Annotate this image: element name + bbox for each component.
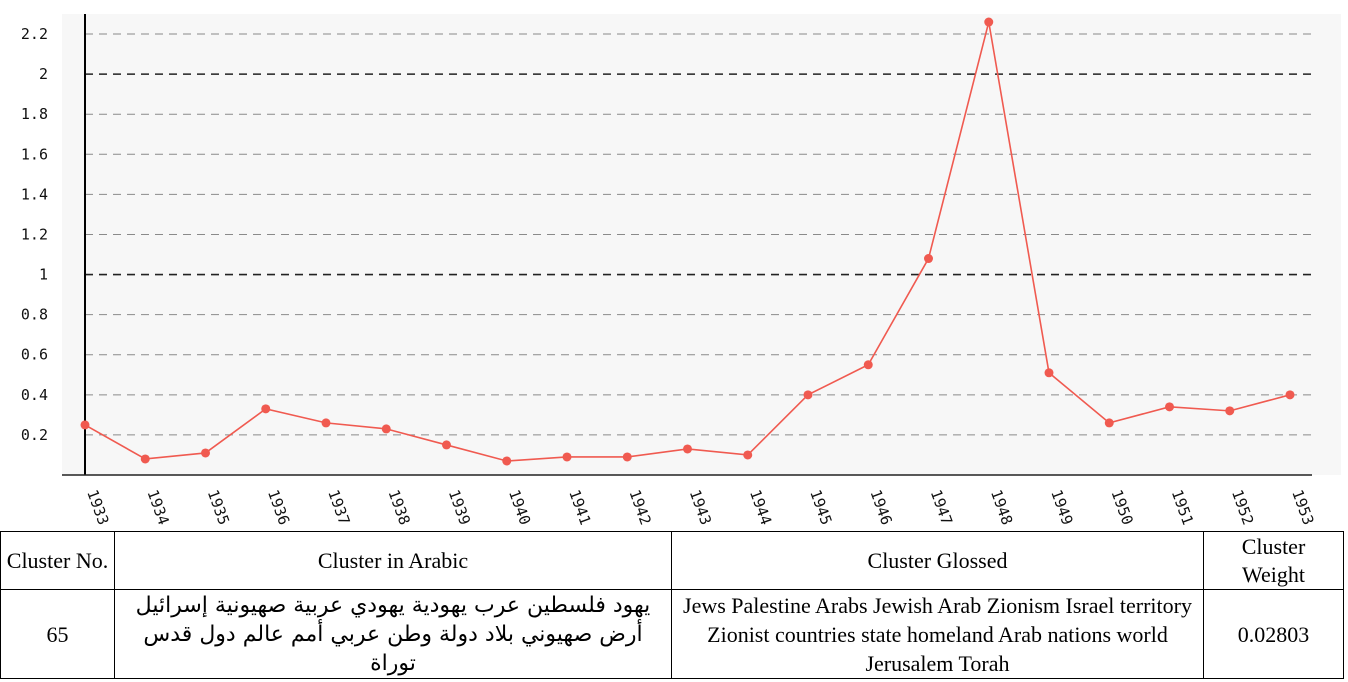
table-header-row: Cluster No. Cluster in Arabic Cluster Gl… — [0, 531, 1344, 590]
cell-cluster-glossed: Jews Palestine Arabs Jewish Arab Zionism… — [671, 589, 1204, 679]
line-chart: 0.2 0.4 0.6 0.8 1 1.2 1.4 1.6 1.8 2 2.2 1933 1934 19… — [20, 14, 1341, 528]
data-point — [1225, 406, 1235, 416]
y-tick-label: 2.2 — [21, 25, 48, 43]
y-tick-label: 2 — [39, 65, 48, 83]
data-point — [80, 420, 90, 430]
data-point — [1285, 390, 1295, 400]
y-tick-label: 0.6 — [21, 346, 48, 364]
data-point — [924, 254, 933, 264]
data-point — [743, 450, 753, 460]
data-point — [1104, 418, 1114, 428]
data-point — [984, 17, 994, 27]
y-tick-label: 0.4 — [21, 386, 48, 404]
data-point — [863, 360, 873, 370]
data-point — [140, 454, 150, 464]
data-point — [683, 444, 692, 454]
y-tick-label: 0.8 — [21, 306, 48, 324]
y-tick-label: 1.8 — [21, 105, 48, 123]
cluster-table: Cluster No. Cluster in Arabic Cluster Gl… — [0, 531, 1344, 679]
y-axis: 0.2 0.4 0.6 0.8 1 1.2 1.4 1.6 1.8 2 2.2 — [21, 14, 1312, 476]
plot-area — [62, 14, 1341, 475]
header-cluster-weight: Cluster Weight — [1203, 531, 1344, 590]
data-point — [201, 448, 210, 458]
data-point — [321, 418, 331, 428]
cell-cluster-weight: 0.02803 — [1203, 589, 1344, 679]
data-point — [562, 452, 572, 462]
data-point — [1044, 368, 1054, 378]
data-point — [1165, 402, 1174, 412]
cell-cluster-arabic: يهود فلسطين عرب يهودية يهودي عربية صهيون… — [114, 589, 672, 679]
y-tick-label: 1.6 — [21, 145, 48, 163]
data-point — [502, 456, 512, 466]
y-tick-label: 1.4 — [21, 185, 48, 203]
y-tick-label: 1.2 — [21, 225, 48, 243]
chart-svg: 0.20.40.60.811.21.41.61.822.2 1933 1934 19… — [20, 14, 1341, 528]
data-point — [442, 440, 451, 450]
cell-cluster-no: 65 — [0, 589, 115, 679]
series-line-group — [80, 17, 1295, 466]
table-row: 65 يهود فلسطين عرب يهودية يهودي عربية صه… — [0, 589, 1344, 679]
header-cluster-glossed: Cluster Glossed — [671, 531, 1204, 590]
header-cluster-arabic: Cluster in Arabic — [114, 531, 672, 590]
y-tick-label: 1 — [39, 266, 48, 284]
data-point — [622, 452, 632, 462]
data-point — [381, 424, 391, 434]
data-point — [803, 390, 813, 400]
y-tick-label: 0.2 — [21, 426, 48, 444]
grid-lines — [85, 33, 1312, 436]
data-point — [261, 404, 271, 414]
header-cluster-no: Cluster No. — [0, 531, 115, 590]
